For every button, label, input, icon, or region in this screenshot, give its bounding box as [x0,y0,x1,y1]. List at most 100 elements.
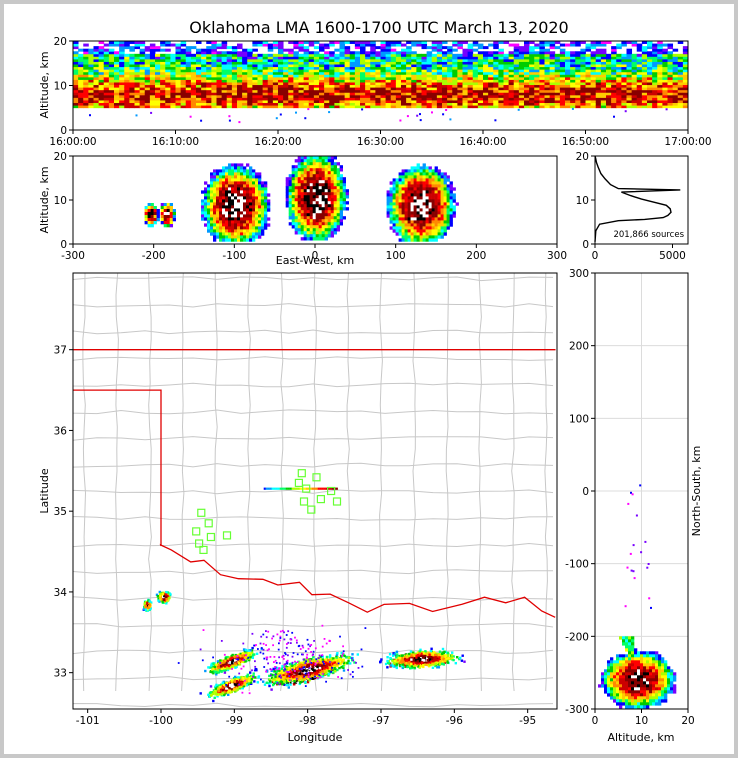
eastwest-cell [300,168,304,172]
altitude-time-cell [477,56,484,60]
altitude-time-cell [442,97,448,101]
altitude-time-cell [114,102,120,106]
eastwest-cell [246,208,250,212]
altitude-time-cell [401,53,407,57]
eastwest-cell [428,199,432,203]
altitude-time-cell [616,87,622,91]
altitude-time-cell [134,53,141,57]
eastwest-cell [339,180,343,184]
eastwest-cell [431,214,435,218]
altitude-time-cell [401,82,407,86]
eastwest-cell [309,201,313,205]
eastwest-cell [258,184,262,188]
altitude-time-cell [621,53,627,57]
eastwest-cell [309,204,313,208]
altitude-time-cell [339,66,346,70]
altitude-time-cell [293,53,299,57]
altitude-time-cell [78,100,84,104]
eastwest-cell [163,206,167,210]
altitude-time-cell [416,53,422,57]
eastwest-cell [431,190,435,194]
altitude-time-cell [247,61,253,65]
altitude-time-cell [119,102,125,106]
altitude-time-cell [242,64,248,68]
altitude-time-cell [170,102,176,106]
altitude-time-cell [329,64,335,68]
altitude-time-cell [421,76,428,80]
eastwest-cell [431,187,435,191]
altitude-time-cell [262,43,269,47]
altitude-time-cell [636,97,643,101]
eastwest-cell [246,226,250,230]
altitude-time-cell [149,94,156,98]
altitude-time-cell [416,66,422,70]
altitude-time-cell [493,69,499,73]
eastwest-cell [255,196,259,200]
altitude-time-cell [529,66,535,70]
altitude-time-cell [411,51,417,55]
altitude-time-cell [365,69,371,73]
altitude-time-cell [155,102,161,106]
altitude-time-cell [319,92,325,96]
altitude-time-cell [247,76,253,80]
altitude-time-cell [390,105,397,109]
eastwest-cell [413,217,417,221]
altitude-time-cell [221,69,228,73]
altitude-time-cell [600,56,607,60]
eastwest-cell [166,224,170,228]
eastwest-cell [306,219,310,223]
altitude-time-cell [570,102,576,106]
altitude-time-cell [185,53,192,57]
altitude-time-cell [119,105,125,109]
altitude-time-cell [119,97,125,101]
altitude-time-cell [124,92,130,96]
altitude-time-cell [262,64,269,68]
eastwest-cell [419,169,423,173]
altitude-time-cell [257,69,264,73]
altitude-time-cell [390,97,397,101]
eastwest-cell [210,181,214,185]
altitude-time-cell [139,53,146,57]
altitude-time-cell [124,58,130,62]
altitude-time-cell [529,46,535,50]
altitude-time-cell [549,64,556,68]
altitude-time-cell [129,82,135,86]
eastwest-cell [255,214,259,218]
eastwest-cell [413,169,417,173]
eastwest-cell [422,220,426,224]
altitude-time-cell [662,61,668,65]
eastwest-cell [401,232,405,236]
eastwest-cell [213,187,217,191]
eastwest-cell [401,214,405,218]
altitude-time-ylabel: Altitude, km [38,51,51,118]
altitude-time-cell [180,74,187,78]
eastwest-cell [213,184,217,188]
altitude-time-cell [595,61,602,65]
eastwest-cell [407,220,411,224]
eastwest-cell [404,217,408,221]
altitude-time-cell [78,89,84,93]
eastwest-cell [392,205,396,209]
altitude-time-cell [221,58,228,62]
altitude-time-cell [365,105,371,109]
altitude-time-cell [524,105,530,109]
altitude-time-cell [175,48,182,52]
eastwest-cell [437,211,441,215]
altitude-time-cell [324,71,330,75]
altitude-time-cell [149,66,156,70]
altitude-time-cell [324,74,330,78]
altitude-time-cell [288,61,294,65]
altitude-time-cell [370,48,376,52]
altitude-time-cell [324,46,330,50]
altitude-time-cell [288,51,294,55]
eastwest-cell [207,226,211,230]
eastwest-cell [160,218,164,222]
eastwest-cell [216,220,220,224]
altitude-time-cell [324,79,330,83]
altitude-time-cell [288,64,294,68]
eastwest-cell [306,156,310,160]
eastwest-cell [395,232,399,236]
altitude-time-cell [201,51,207,55]
altitude-time-cell [242,66,248,70]
altitude-time-cell [242,58,248,62]
